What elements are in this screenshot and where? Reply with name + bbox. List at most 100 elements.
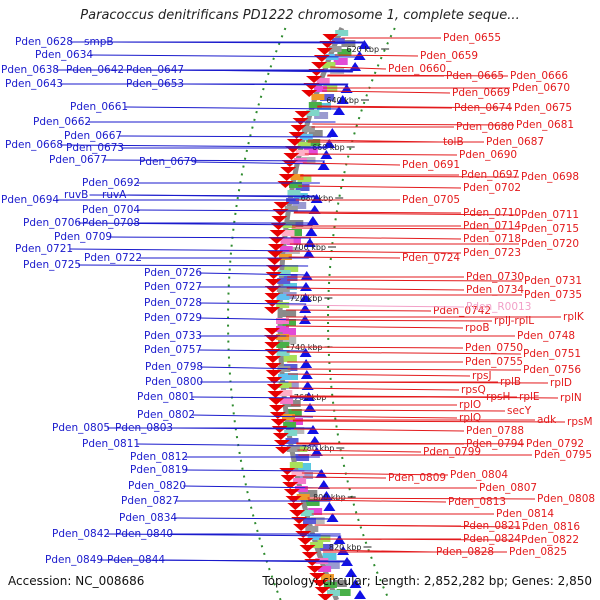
gene-label: Pden_0824: [463, 533, 521, 545]
feature-block: [276, 318, 289, 324]
gene-label: Pden_0723: [463, 247, 521, 259]
leader-line: [60, 144, 329, 148]
leader-line: [292, 420, 566, 423]
reverse-gene-arrow: [288, 132, 305, 139]
reverse-gene-arrow: [306, 76, 322, 83]
gene-label: Pden_0715: [521, 223, 579, 235]
feature-block: [292, 202, 307, 209]
reverse-gene-arrow: [317, 594, 334, 600]
forward-gene-arrow: [299, 293, 312, 302]
reverse-gene-arrow: [265, 370, 282, 377]
feature-block: [282, 310, 297, 317]
leader-line: [296, 442, 525, 445]
leader-line: [286, 287, 465, 291]
feature-block: [296, 494, 310, 500]
gene-label: Pden_0706: [23, 217, 81, 229]
forward-gene-arrow: [354, 590, 366, 599]
reverse-gene-arrow: [272, 433, 289, 440]
gene-label: Pden_0726: [144, 267, 202, 279]
feature-block: [286, 238, 301, 245]
gene-label: Pden_0721: [15, 243, 73, 255]
feature-block: [325, 562, 340, 569]
gene-label: Pden_0730: [466, 271, 524, 283]
gene-label: Pden_0756: [523, 364, 581, 376]
gene-label: Pden_0733: [144, 330, 202, 342]
gene-label: adk: [537, 414, 557, 426]
reverse-gene-arrow: [269, 230, 286, 237]
reverse-gene-arrow: [267, 251, 284, 258]
gene-label: Pden_0821: [463, 520, 521, 532]
gene-label: Pden_0720: [521, 238, 579, 250]
reverse-gene-arrow: [316, 48, 333, 55]
gene-label: Pden_0804: [450, 469, 508, 481]
feature-block: [308, 130, 323, 137]
reverse-gene-arrow: [273, 202, 290, 209]
leader-line: [199, 302, 307, 305]
feature-block: [277, 278, 291, 284]
tick-label: 680 kbp: [301, 194, 334, 203]
gene-label: Pden_0692: [82, 177, 140, 189]
leader-line: [289, 395, 559, 399]
feature-block: [322, 62, 336, 68]
gene-label: Pden_0660: [388, 63, 446, 75]
leader-line: [174, 517, 336, 520]
reverse-gene-arrow: [264, 328, 280, 335]
leader-line: [137, 209, 315, 212]
feature-block: [331, 38, 345, 44]
reverse-gene-arrow: [264, 286, 281, 293]
reverse-gene-arrow: [299, 545, 316, 552]
gene-label: rplD: [550, 377, 572, 389]
gene-label: Pden_0718: [463, 233, 521, 245]
feature-block: [295, 184, 310, 191]
feature-block: [314, 112, 329, 119]
feature-block: [278, 382, 292, 388]
feature-block: [290, 174, 304, 180]
gene-label: Pden_0819: [130, 464, 188, 476]
feature-block: [276, 334, 290, 340]
forward-gene-arrow: [323, 502, 336, 511]
gene-label: Pden_0802: [137, 409, 195, 421]
feature-block: [321, 574, 334, 580]
feature-block: [285, 438, 299, 444]
gene-label: Pden_0655: [443, 32, 501, 44]
feature-block: [311, 94, 325, 100]
reverse-gene-arrow: [264, 293, 281, 300]
gene-label: Pden_0788: [466, 425, 524, 437]
gene-label: Pden_0669: [452, 87, 510, 99]
forward-gene-arrow: [300, 359, 313, 368]
gene-label: Pden_0679: [139, 156, 197, 168]
gene-label: Pden_0735: [524, 289, 582, 301]
feature-block: [288, 229, 302, 236]
feature-block: [328, 46, 342, 52]
leader-line: [302, 476, 387, 479]
outer-tick-ring: [227, 27, 287, 600]
feature-block: [318, 566, 332, 572]
feature-block: [341, 40, 356, 47]
feature-block: [284, 206, 298, 212]
feature-block: [310, 517, 325, 524]
reverse-gene-arrow: [311, 580, 328, 587]
feature-block: [293, 478, 307, 484]
gene-label: rplB: [500, 376, 521, 388]
forward-gene-arrow: [358, 40, 371, 49]
feature-block: [299, 472, 313, 479]
leader-line: [286, 346, 464, 349]
leader-line: [290, 236, 462, 240]
gene-label: Pden_0690: [459, 149, 517, 161]
feature-block: [297, 463, 311, 470]
gene-label: Pden_0731: [524, 275, 582, 287]
gene-label: rplO: [459, 399, 481, 411]
leader-line: [293, 428, 465, 432]
gene-label: ruvB: [64, 189, 88, 201]
gene-label: Pden_0748: [517, 330, 575, 342]
reverse-gene-arrow: [282, 482, 299, 489]
gene-label: Pden_0795: [534, 449, 592, 461]
gene-label: Pden_0800: [145, 376, 203, 388]
feature-block: [279, 246, 293, 252]
gene-label: Pden_0734: [466, 284, 524, 296]
gene-label: Pden_0691: [402, 159, 460, 171]
leader-line: [285, 325, 464, 329]
reverse-gene-arrow: [283, 489, 300, 496]
reverse-gene-arrow: [293, 524, 310, 531]
feature-block: [283, 422, 297, 428]
